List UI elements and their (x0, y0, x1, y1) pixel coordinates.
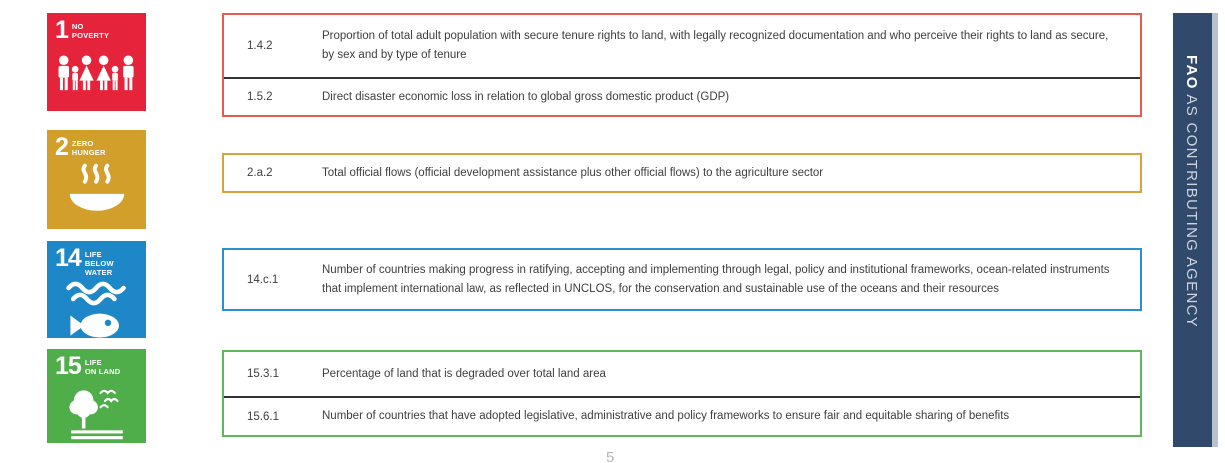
indicator-row: 14.c.1 Number of countries making progre… (224, 250, 1140, 309)
fao-contributing-agency-label: FAO AS CONTRIBUTING AGENCY (1183, 55, 1200, 329)
indicator-row: 2.a.2 Total official flows (official dev… (224, 155, 1140, 191)
sdg-goal-2-label: ZERO HUNGER (71, 139, 106, 157)
indicator-box-goal-14: 14.c.1 Number of countries making progre… (222, 248, 1142, 311)
page-number: 5 (606, 449, 615, 463)
indicator-code: 1.5.2 (247, 91, 273, 103)
steaming-bowl-icon (47, 158, 146, 229)
sdg-goal-15-header: 15 LIFE ON LAND (47, 349, 146, 380)
sdg-goal-14-tile: 14 LIFE BELOW WATER (47, 241, 146, 338)
indicator-box-goal-1: 1.4.2 Proportion of total adult populati… (222, 13, 1142, 117)
sdg-goal-1-number: 1 (55, 16, 69, 44)
sdg-goal-14-label: LIFE BELOW WATER (84, 250, 114, 277)
indicator-row: 1.5.2 Direct disaster economic loss in r… (224, 77, 1140, 115)
indicator-code: 15.6.1 (247, 410, 279, 423)
indicator-description: Percentage of land that is degraded over… (322, 367, 606, 380)
indicator-row: 1.4.2 Proportion of total adult populati… (224, 15, 1140, 77)
sdg-goal-15-tile: 15 LIFE ON LAND (47, 349, 146, 443)
indicator-box-goal-2: 2.a.2 Total official flows (official dev… (222, 153, 1142, 193)
indicator-description: Direct disaster economic loss in relatio… (322, 90, 730, 103)
sdg-goal-14-number: 14 (55, 244, 82, 272)
indicator-description: Proportion of total adult population wit… (322, 30, 1109, 61)
sdg-goal-2-header: 2 ZERO HUNGER (47, 130, 146, 161)
indicator-code: 2.a.2 (247, 167, 273, 179)
fao-contributing-agency-banner: FAO AS CONTRIBUTING AGENCY (1173, 13, 1218, 447)
indicator-code: 1.4.2 (247, 40, 273, 52)
indicator-description: Number of countries making progress in r… (322, 263, 1110, 295)
indicator-box-goal-15: 15.3.1 Percentage of land that is degrad… (222, 350, 1142, 437)
sdg-goal-15-number: 15 (55, 352, 82, 380)
fish-waves-icon (47, 277, 146, 347)
sdg-goal-2-tile: 2 ZERO HUNGER (47, 130, 146, 229)
sdg-goal-1-label: NO POVERTY (71, 22, 110, 40)
tree-birds-icon (47, 377, 146, 445)
sdg-goal-15-label: LIFE ON LAND (84, 358, 121, 376)
indicator-description: Total official flows (official developme… (322, 166, 824, 179)
sdg-goal-1-header: 1 NO POVERTY (47, 13, 146, 44)
indicator-code: 15.3.1 (247, 368, 279, 380)
indicator-description: Number of countries that have adopted le… (322, 410, 1010, 423)
indicator-code: 14.c.1 (247, 273, 279, 286)
family-people-icon (47, 41, 146, 111)
sdg-goal-2-number: 2 (55, 133, 69, 161)
sdg-goal-1-tile: 1 NO POVERTY (47, 13, 146, 111)
indicator-row: 15.6.1 Number of countries that have ado… (224, 396, 1140, 435)
sdg-goal-14-header: 14 LIFE BELOW WATER (47, 241, 146, 277)
indicator-row: 15.3.1 Percentage of land that is degrad… (224, 352, 1140, 396)
